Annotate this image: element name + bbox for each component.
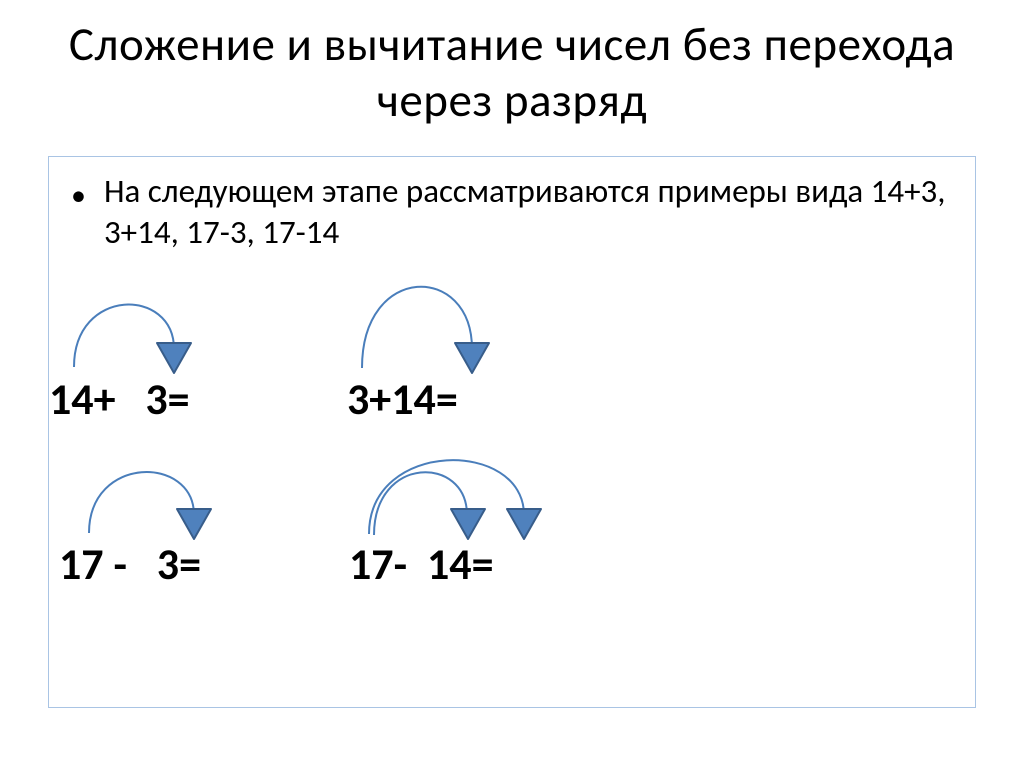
arrow-eq2 <box>455 343 495 377</box>
content-box: • На следующем этапе рассматриваются при… <box>48 156 976 708</box>
arrow-eq1 <box>157 343 197 377</box>
equation-3: 17 - 3= <box>49 537 201 591</box>
equation-4: 17- 14= <box>349 537 493 591</box>
equation-1: 14+ 3= <box>49 372 190 426</box>
arrow-eq4b <box>507 509 547 543</box>
arc-eq3 <box>49 425 269 545</box>
bullet-item: • На следующем этапе рассматриваются при… <box>71 171 953 254</box>
arrow-eq4a <box>451 509 491 543</box>
slide-title: Сложение и вычитание чисел без перехода … <box>0 0 1024 137</box>
arrow-eq3 <box>177 509 217 543</box>
equation-2: 3+14= <box>347 372 458 426</box>
bullet-text: На следующем этапе рассматриваются приме… <box>104 171 953 254</box>
bullet-icon: • <box>71 177 86 215</box>
slide: Сложение и вычитание чисел без перехода … <box>0 0 1024 767</box>
